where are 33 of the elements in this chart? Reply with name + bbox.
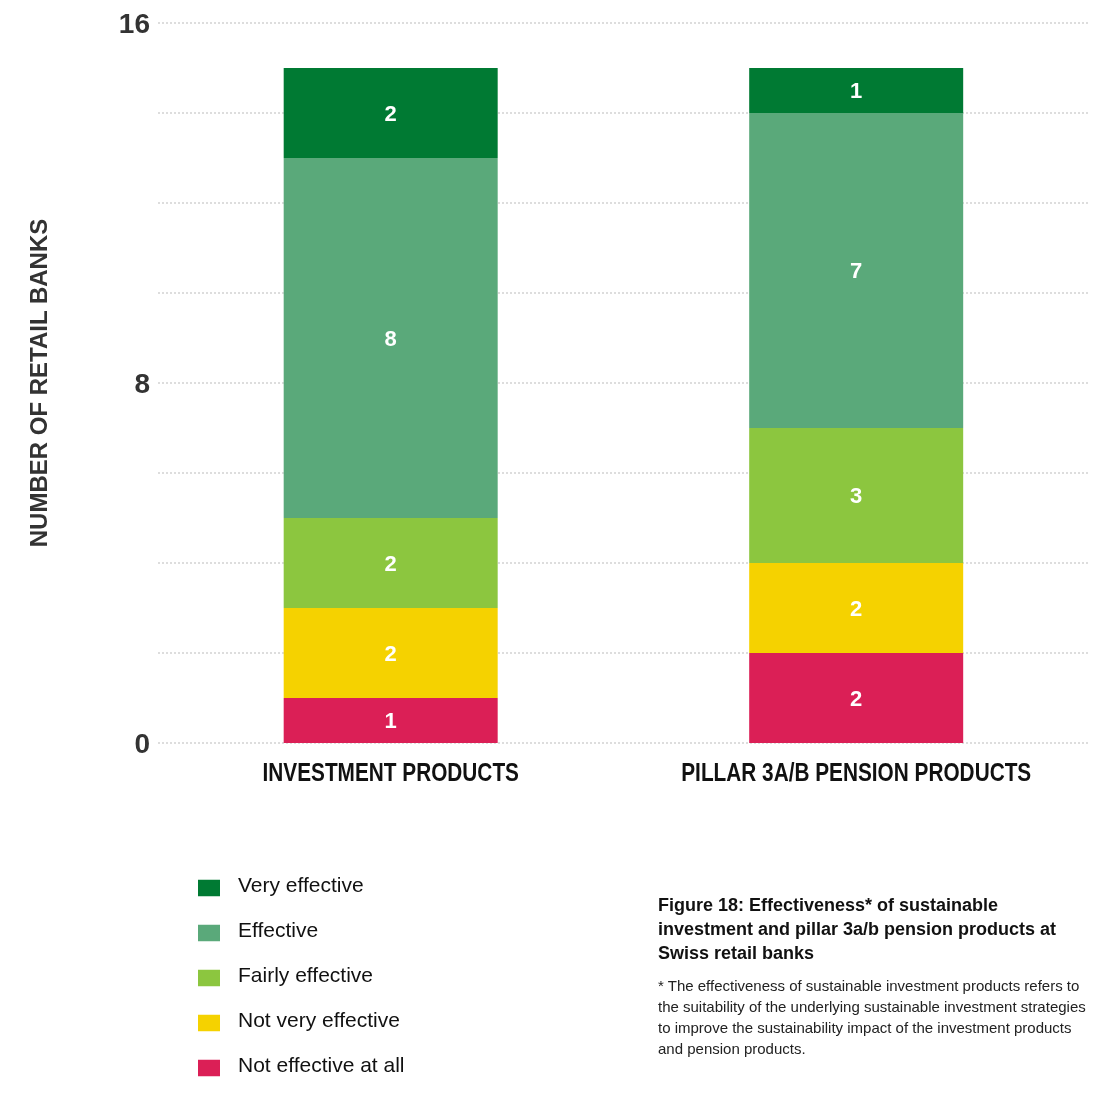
data-label: 2 [384,100,397,126]
x-tick-label: PILLAR 3A/B PENSION PRODUCTS [681,758,1032,787]
data-label: 3 [850,483,863,509]
data-label: 2 [384,640,397,666]
bar [283,608,498,698]
legend-label: Effective [238,918,319,941]
bar [749,68,964,113]
legend-label: Fairly effective [238,963,373,986]
y-axis-title: NUMBER OF RETAIL BANKS [24,218,52,548]
bar [749,113,964,428]
bar [283,518,498,608]
text: * The effectiveness of sustainable investment products refers to the suitability of the underlying sustainable investment strategies to improve the sustainability impact of the investment products and pension products. [658,976,1087,1059]
legend-label: Not very effective [238,1008,400,1031]
bar [283,158,498,518]
data-label: 1 [850,78,863,104]
x-tick-label: INVESTMENT PRODUCTS [262,758,519,787]
data-label: 2 [384,550,397,576]
bar [749,653,964,743]
data-label: 1 [384,708,397,734]
y-tick-label: 16 [118,7,150,39]
data-label: 7 [850,258,863,284]
data-label: 2 [850,685,863,711]
legend-label: Not effective at all [238,1053,405,1076]
y-tick-label: 8 [134,367,150,399]
legend-label: Very effective [238,873,364,896]
bar [283,68,498,158]
text: Figure 18: Effectiveness* of sustainable investment and pillar 3a/b pension products at Swiss retail banks [658,894,1058,965]
bar [749,428,964,563]
data-label: 2 [850,595,863,621]
bar [283,698,498,743]
y-tick-label: 0 [134,727,150,759]
bar [749,563,964,653]
data-label: 8 [384,325,397,351]
